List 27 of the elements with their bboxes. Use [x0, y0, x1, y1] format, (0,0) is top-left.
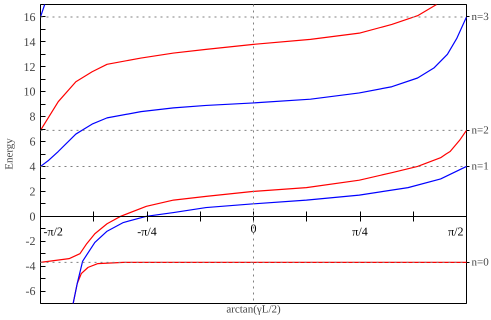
- y-tick-label: -2: [26, 234, 36, 248]
- y-tick-label: -4: [26, 259, 36, 274]
- x-tick-label: π/2: [448, 224, 464, 238]
- y-tick-label: 10: [24, 84, 36, 99]
- line-series: [72, 166, 466, 304]
- line-series: [40, 4, 438, 131]
- line-series: [40, 16, 466, 168]
- y-tick-label: 12: [24, 60, 36, 74]
- x-tick-label: 0: [250, 221, 256, 236]
- y-tick-label: 6: [30, 134, 36, 149]
- line-series: [40, 130, 466, 263]
- y-tick-label: 8: [30, 110, 36, 124]
- x-tick-label: -π/4: [137, 224, 157, 238]
- y-tick-label: 0: [30, 209, 36, 224]
- x-axis-title: arctan(γL/2): [226, 304, 281, 316]
- text: n=3: [472, 10, 490, 23]
- y-tick-label: 4: [30, 159, 36, 174]
- x-tick-label: -π/2: [44, 224, 63, 238]
- y-axis-title: Energy: [4, 138, 16, 170]
- text: n=1: [472, 160, 489, 172]
- y-tick-label: -6: [26, 284, 36, 298]
- x-tick-label: π/4: [352, 224, 368, 238]
- text: n=0: [472, 256, 490, 268]
- y-tick-label: 16: [24, 10, 36, 24]
- y-tick-label: 2: [30, 184, 36, 198]
- text: n=2: [472, 124, 489, 136]
- y-tick-label: 14: [24, 34, 36, 49]
